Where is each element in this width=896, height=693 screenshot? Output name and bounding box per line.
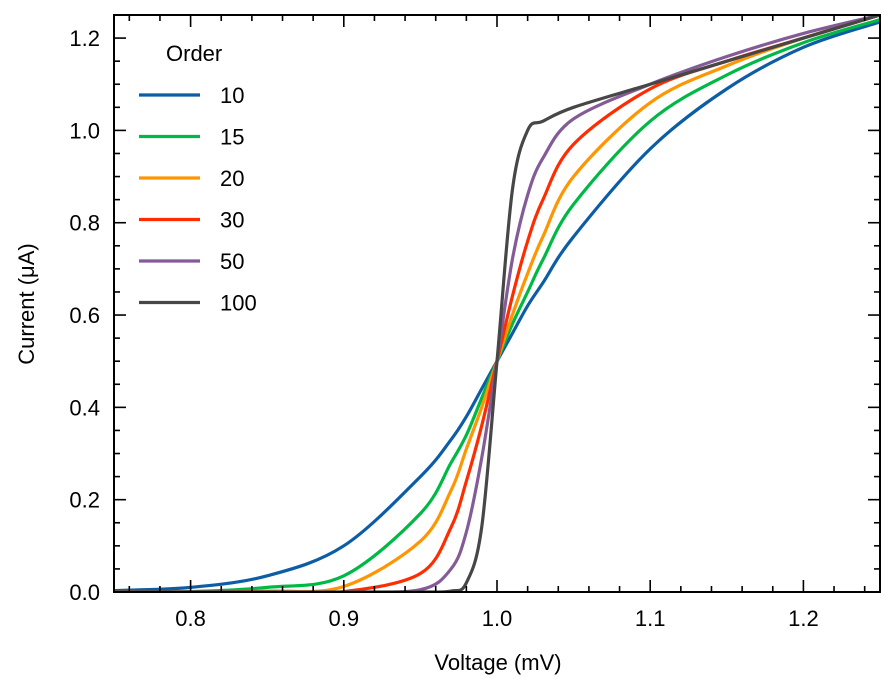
legend: Order 10 15 20 30 50 100 — [139, 41, 257, 316]
y-tick-label: 1.0 — [69, 118, 100, 143]
tick-labels: 0.8 0.9 1.0 1.1 1.2 0.0 0.2 0.4 0.6 0.8 1.0 1.2 — [69, 26, 818, 631]
x-tick-label: 0.9 — [329, 606, 360, 631]
y-tick-label: 0.2 — [69, 488, 100, 513]
x-tick-label: 1.2 — [788, 606, 819, 631]
legend-label-15: 15 — [220, 125, 244, 150]
axis-ticks — [113, 14, 881, 593]
legend-title: Order — [166, 41, 222, 66]
legend-label-20: 20 — [220, 166, 244, 191]
y-tick-label: 1.2 — [69, 26, 100, 51]
y-tick-label: 0.0 — [69, 580, 100, 605]
y-tick-label: 0.6 — [69, 303, 100, 328]
x-axis-title: Voltage (mV) — [434, 650, 561, 675]
legend-label-10: 10 — [220, 83, 244, 108]
legend-label-100: 100 — [220, 291, 257, 316]
y-axis-title: Current (μA) — [14, 243, 39, 364]
legend-label-50: 50 — [220, 249, 244, 274]
x-tick-label: 0.8 — [175, 606, 206, 631]
y-tick-label: 0.4 — [69, 395, 100, 420]
series-line-100 — [114, 15, 880, 592]
x-tick-label: 1.0 — [482, 606, 513, 631]
x-tick-label: 1.1 — [635, 606, 666, 631]
y-tick-label: 0.8 — [69, 211, 100, 236]
legend-label-30: 30 — [220, 208, 244, 233]
